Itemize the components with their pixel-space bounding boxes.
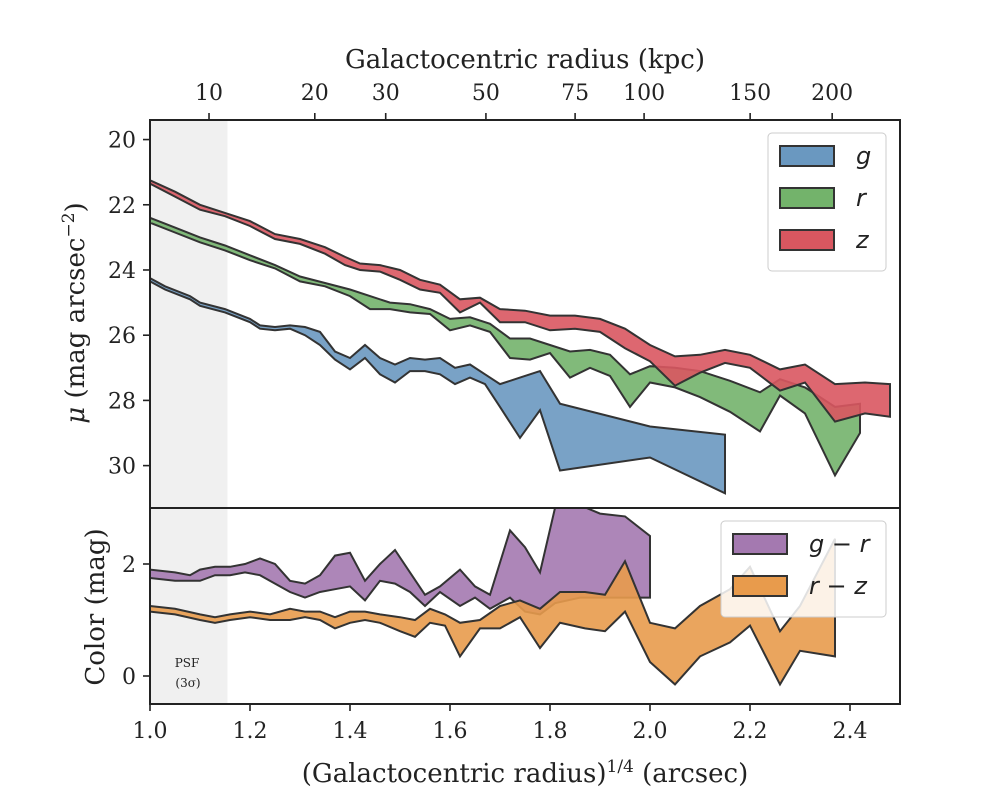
top-tick-label: 30	[372, 81, 400, 106]
top-y-axis-title: μ (mag arcsec−2)	[59, 202, 91, 423]
y-tick-label: 24	[108, 259, 136, 284]
band-r-minus-z	[150, 538, 836, 687]
legend-label-g-minus-r: g − r	[809, 530, 872, 558]
legend-label-r: r	[856, 184, 868, 212]
legend-swatch-g-minus-r	[732, 533, 788, 555]
top-tick-label: 200	[811, 81, 853, 106]
legend-label-g: g	[856, 142, 871, 170]
color-panel: 0 2 g − r r − z	[122, 507, 901, 705]
y-tick-label: 26	[108, 324, 136, 349]
legend: g − r r − z	[720, 520, 887, 618]
bands	[150, 508, 836, 687]
legend: grz	[767, 132, 887, 272]
y-tick-label: 2	[122, 553, 136, 578]
legend-swatch-g	[779, 145, 835, 167]
legend-swatch-z	[779, 229, 835, 251]
band-z	[150, 179, 891, 423]
top-tick-label: 75	[561, 81, 589, 106]
band-r	[150, 216, 861, 478]
bands	[150, 179, 891, 495]
legend-label-r-minus-z: r − z	[809, 572, 868, 600]
x-tick-label: 2.4	[833, 719, 868, 744]
y-tick-label: 22	[108, 194, 136, 219]
x-tick-label: 1.6	[433, 719, 468, 744]
psf-shaded-region	[150, 120, 228, 508]
legend-label-z: z	[855, 226, 870, 254]
psf-label-line1: PSF	[175, 656, 200, 670]
x-tick-label: 2.2	[733, 719, 768, 744]
x-tick-label: 1.2	[233, 719, 268, 744]
band-g	[150, 276, 726, 495]
psf-label-line2: (3σ)	[175, 676, 200, 690]
x-tick-label: 1.4	[333, 719, 368, 744]
x-axis-title: (Galactocentric radius)1/4 (arcsec)	[302, 757, 748, 789]
y-tick-label: 0	[122, 665, 136, 690]
surface-brightness-panel: 20 22 24 26 28 30 grz	[108, 119, 901, 509]
x-tick-label: 1.8	[533, 719, 568, 744]
y-tick-label: 30	[108, 455, 136, 480]
legend-swatch-r	[779, 187, 835, 209]
x-tick-label: 1.0	[133, 719, 168, 744]
legend-swatch-r-minus-z	[732, 575, 788, 597]
x-tick-label: 2.0	[633, 719, 668, 744]
top-tick-label: 20	[301, 81, 329, 106]
top-tick-label: 150	[729, 81, 771, 106]
y-tick-label: 20	[108, 129, 136, 154]
bottom-y-axis-title: Color (mag)	[81, 528, 111, 685]
psf-shaded-region	[150, 508, 228, 704]
top-tick-label: 10	[195, 81, 223, 106]
y-tick-label: 28	[108, 389, 136, 414]
top-tick-label: 100	[623, 81, 665, 106]
band-g-minus-r	[150, 508, 651, 616]
top-tick-label: 50	[472, 81, 500, 106]
top-axis-title: Galactocentric radius (kpc)	[345, 45, 705, 75]
panel-frame	[149, 507, 901, 705]
